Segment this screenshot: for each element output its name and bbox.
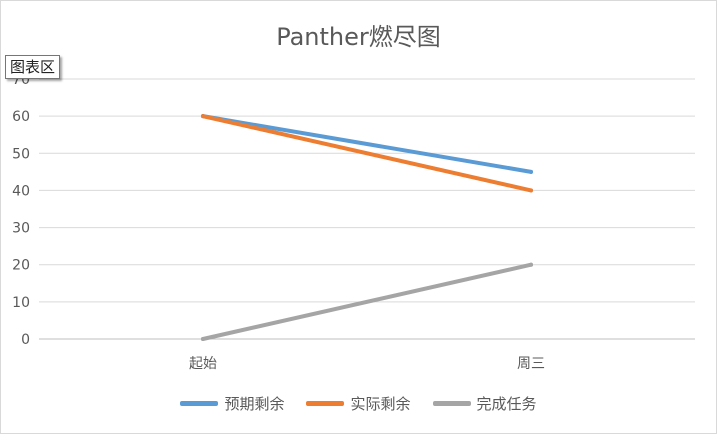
legend-label: 完成任务 xyxy=(476,395,537,413)
data-point[interactable] xyxy=(529,262,533,267)
series-line-1[interactable] xyxy=(201,114,533,193)
legend-item-0[interactable]: 预期剩余 xyxy=(180,393,284,414)
y-tick-label: 60 xyxy=(12,109,30,125)
chart-area-tooltip: 图表区 xyxy=(5,55,61,79)
data-point[interactable] xyxy=(529,169,533,174)
data-point[interactable] xyxy=(529,188,533,193)
legend-label: 实际剩余 xyxy=(350,395,411,413)
y-tick-label: 20 xyxy=(12,258,30,274)
series-line-2[interactable] xyxy=(201,262,533,341)
legend-swatch xyxy=(432,401,471,406)
y-tick-label: 0 xyxy=(21,332,30,348)
legend-item-1[interactable]: 实际剩余 xyxy=(306,393,411,414)
y-tick-label: 50 xyxy=(12,146,30,162)
y-tick-label: 40 xyxy=(12,183,30,199)
x-tick-label: 周三 xyxy=(517,356,545,372)
legend-swatch xyxy=(180,401,219,406)
legend-label: 预期剩余 xyxy=(224,395,285,413)
data-point[interactable] xyxy=(201,337,205,341)
series-line-0[interactable] xyxy=(201,114,533,174)
legend-item-2[interactable]: 完成任务 xyxy=(432,393,537,414)
legend[interactable]: 预期剩余 实际剩余 完成任务 xyxy=(1,393,716,414)
data-point[interactable] xyxy=(201,114,205,119)
y-tick-label: 10 xyxy=(12,295,30,311)
x-tick-label: 起始 xyxy=(189,356,217,372)
legend-swatch xyxy=(306,401,345,406)
y-tick-label: 30 xyxy=(12,221,30,237)
chart-title: Panther燃尽图 xyxy=(276,23,441,51)
